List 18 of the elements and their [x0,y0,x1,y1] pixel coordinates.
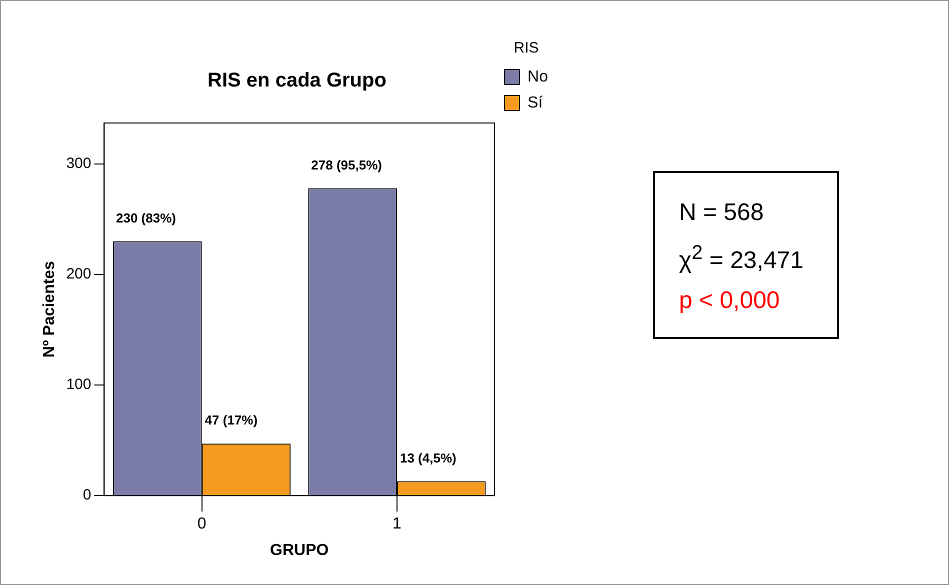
data-label: 230 (83%) [116,210,176,226]
y-tick-label: 300 [66,155,92,172]
x-tick-label: 1 [392,516,402,533]
y-axis-title: Nº Pacientes [41,260,58,358]
text: χ$^{2}$ = 23,471 [679,241,804,275]
text: p < 0,000 [679,287,781,315]
chart-title: RIS en cada Grupo [208,70,386,92]
data-label: 278 (95,5%) [311,157,382,172]
y-tick-label: 200 [66,266,92,283]
legend-label: No [528,68,548,86]
text: N = 568 [679,199,765,227]
legend-label: Sí [528,94,544,112]
data-label: 13 (4,5%) [400,450,456,466]
data-label: 47 (17%) [204,412,258,428]
y-tick-label: 0 [82,486,92,504]
y-tick-label: 100 [66,376,92,394]
legend-title: RIS [514,40,539,57]
x-axis-title: GRUPO [270,542,329,559]
